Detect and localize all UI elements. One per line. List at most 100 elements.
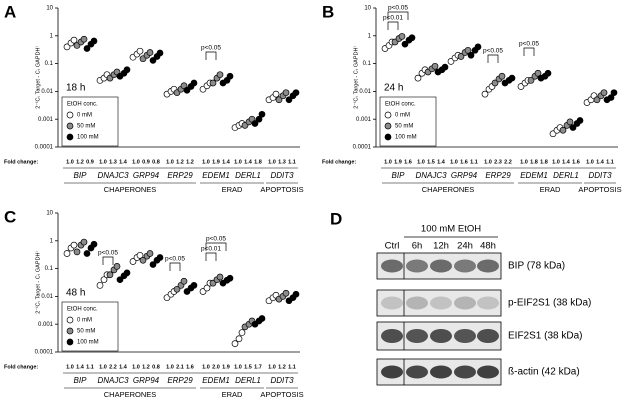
data-point: [544, 69, 552, 77]
fold-change-value: 1.0: [417, 159, 425, 165]
data-point: [73, 248, 81, 256]
blot-row-label: p-EIF2S1 (38 kDa): [508, 298, 591, 309]
data-point: [238, 329, 246, 336]
y-tick-label: 1: [368, 33, 372, 39]
panel: B 2⁻⁽Cₜ Target - Cₜ GAPDH⁾ 10 1 0.1 0.01 0.001…: [322, 2, 622, 194]
fold-change-value: 1.0: [166, 159, 174, 165]
significance-bracket: [487, 54, 499, 63]
significance-label: p<0.05: [519, 41, 539, 48]
fold-change-value: 1.0: [99, 364, 107, 370]
data-point: [258, 315, 266, 322]
y-tick-label: 0.1: [45, 61, 54, 67]
blot-band: [406, 329, 428, 343]
fold-change-value: 1.3: [278, 159, 286, 165]
data-point: [285, 96, 293, 104]
data-point: [559, 126, 567, 134]
legend-title: EtOH conc.: [385, 102, 416, 108]
panel: C 2⁻⁽Cₜ Target - Cₜ GAPDH⁾ 10 1 0.1 0.01 0.001…: [4, 207, 304, 399]
data-point: [116, 276, 124, 284]
legend-marker: [384, 133, 392, 141]
lane-label: Ctrl: [385, 241, 400, 252]
legend-marker: [66, 133, 74, 141]
lane-label: 24h: [457, 241, 473, 252]
fold-change-value: 1.0: [484, 159, 492, 165]
y-axis-label: 2⁻⁽Cₜ Target - Cₜ GAPDH⁾: [34, 251, 41, 314]
significance-label: p<0.05: [165, 256, 185, 263]
data-point: [398, 33, 406, 40]
gene-label: DNAJC3: [97, 171, 129, 180]
fold-change-value: 2.2: [109, 364, 117, 370]
time-label: 24 h: [384, 83, 403, 94]
data-point: [80, 238, 88, 246]
lane-label: 6h: [412, 241, 423, 252]
legend-label: 100 mM: [77, 135, 99, 141]
fold-change-value: 1.8: [254, 159, 262, 165]
gene-label: ERP29: [167, 376, 193, 385]
data-point: [146, 49, 154, 56]
legend-label: 50 mM: [77, 329, 95, 335]
time-label: 48 h: [66, 288, 85, 299]
data-point: [414, 74, 422, 82]
gene-label: DERL1: [235, 376, 261, 385]
y-tick-label: 0.01: [41, 294, 53, 300]
fold-change-value: 1.8: [540, 159, 548, 165]
blot-band: [406, 259, 428, 273]
fold-change-value: 1.2: [142, 364, 150, 370]
blot-band: [430, 259, 452, 273]
fold-change-value: 1.4: [596, 159, 605, 165]
data-point: [282, 289, 290, 297]
data-point: [129, 258, 137, 265]
fold-change-value: 1.0: [66, 364, 74, 370]
data-point: [173, 285, 181, 293]
legend-marker: [66, 122, 74, 130]
fold-change-value: 1.2: [278, 364, 286, 370]
fold-change-value: 1.0: [450, 159, 458, 165]
time-label: 18 h: [66, 83, 85, 94]
fold-change-value: 2.3: [494, 159, 502, 165]
data-point: [106, 271, 114, 279]
y-tick-label: 0.0001: [353, 145, 372, 151]
data-point: [292, 290, 300, 298]
fold-change-value: 1.1: [86, 364, 94, 370]
fold-change-value: 1.6: [572, 159, 580, 165]
gene-label: DERL1: [235, 171, 261, 180]
fold-change-value: 1.4: [119, 364, 128, 370]
panel-letter: B: [322, 2, 334, 21]
gene-label: DNAJC3: [415, 171, 447, 180]
data-point: [90, 37, 98, 45]
gene-label: DNAJC3: [97, 376, 129, 385]
data-point: [70, 241, 78, 249]
data-point: [235, 335, 243, 343]
group-label: ERAD: [222, 185, 243, 194]
y-tick-label: 0.01: [41, 89, 53, 95]
y-tick-label: 10: [364, 6, 371, 12]
fold-change-value: 1.4: [222, 159, 231, 165]
fold-change-value: 1.2: [186, 159, 194, 165]
data-point: [251, 120, 259, 127]
y-tick-label: 1: [50, 33, 54, 39]
legend-label: 50 mM: [77, 124, 95, 130]
fold-change-label: Fold change:: [4, 364, 38, 370]
fold-change-value: 1.0: [66, 159, 74, 165]
data-point: [190, 281, 198, 289]
blot-band: [381, 296, 403, 310]
blot-band: [430, 329, 452, 343]
gene-label: EDEM1: [520, 171, 548, 180]
blot-band: [381, 259, 403, 273]
data-point: [255, 115, 263, 123]
fold-change-value: 1.0: [552, 159, 560, 165]
data-point: [96, 281, 104, 289]
data-point: [610, 89, 618, 97]
data-point: [258, 110, 266, 118]
data-point: [183, 86, 191, 94]
blot-band: [454, 365, 476, 379]
fold-change-value: 1.0: [384, 159, 392, 165]
legend-title: EtOH conc.: [67, 102, 98, 108]
blot-header: 100 mM EtOH: [421, 224, 481, 235]
data-point: [149, 261, 157, 268]
data-point: [474, 43, 482, 51]
lane-label: 48h: [480, 241, 496, 252]
data-point: [123, 66, 131, 74]
legend-marker: [66, 338, 74, 346]
